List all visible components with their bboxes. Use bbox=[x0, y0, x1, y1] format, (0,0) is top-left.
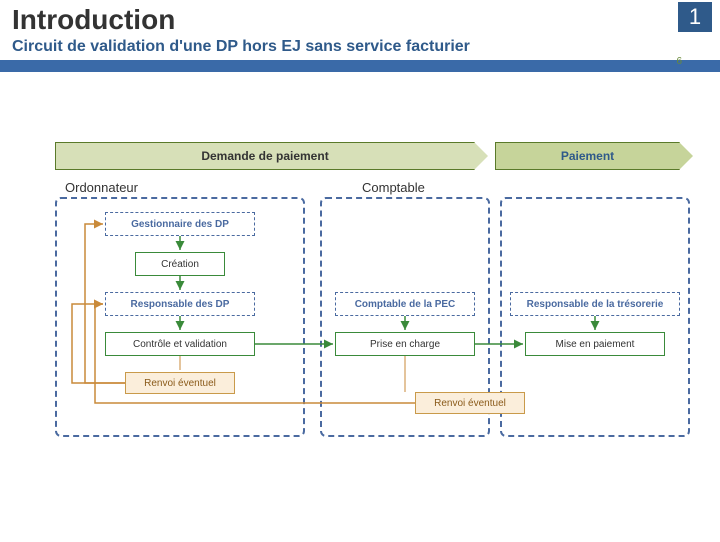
phase-paiement: Paiement bbox=[495, 142, 680, 170]
return-renvoi-2: Renvoi éventuel bbox=[415, 392, 525, 414]
action-prise-en-charge: Prise en charge bbox=[335, 332, 475, 356]
role-responsable-tresorerie: Responsable de la trésorerie bbox=[510, 292, 680, 316]
page-number: 6 bbox=[676, 56, 682, 67]
return-renvoi-1: Renvoi éventuel bbox=[125, 372, 235, 394]
lane-tresorerie bbox=[500, 197, 690, 437]
role-comptable-pec: Comptable de la PEC bbox=[335, 292, 475, 316]
role-gestionnaire-dp: Gestionnaire des DP bbox=[105, 212, 255, 236]
column-comptable: Comptable bbox=[362, 180, 425, 195]
action-mise-en-paiement: Mise en paiement bbox=[525, 332, 665, 356]
page-title: Introduction bbox=[12, 4, 708, 36]
chapter-badge: 1 bbox=[678, 2, 712, 32]
action-controle-validation: Contrôle et validation bbox=[105, 332, 255, 356]
flowchart-canvas: Demande de paiement Paiement Ordonnateur… bbox=[0, 72, 720, 542]
phase-demande: Demande de paiement bbox=[55, 142, 475, 170]
header: Introduction 1 bbox=[0, 0, 720, 38]
role-responsable-dp: Responsable des DP bbox=[105, 292, 255, 316]
column-ordonnateur: Ordonnateur bbox=[65, 180, 138, 195]
divider-bar bbox=[0, 60, 720, 72]
page-subtitle: Circuit de validation d'une DP hors EJ s… bbox=[0, 38, 720, 60]
action-creation: Création bbox=[135, 252, 225, 276]
